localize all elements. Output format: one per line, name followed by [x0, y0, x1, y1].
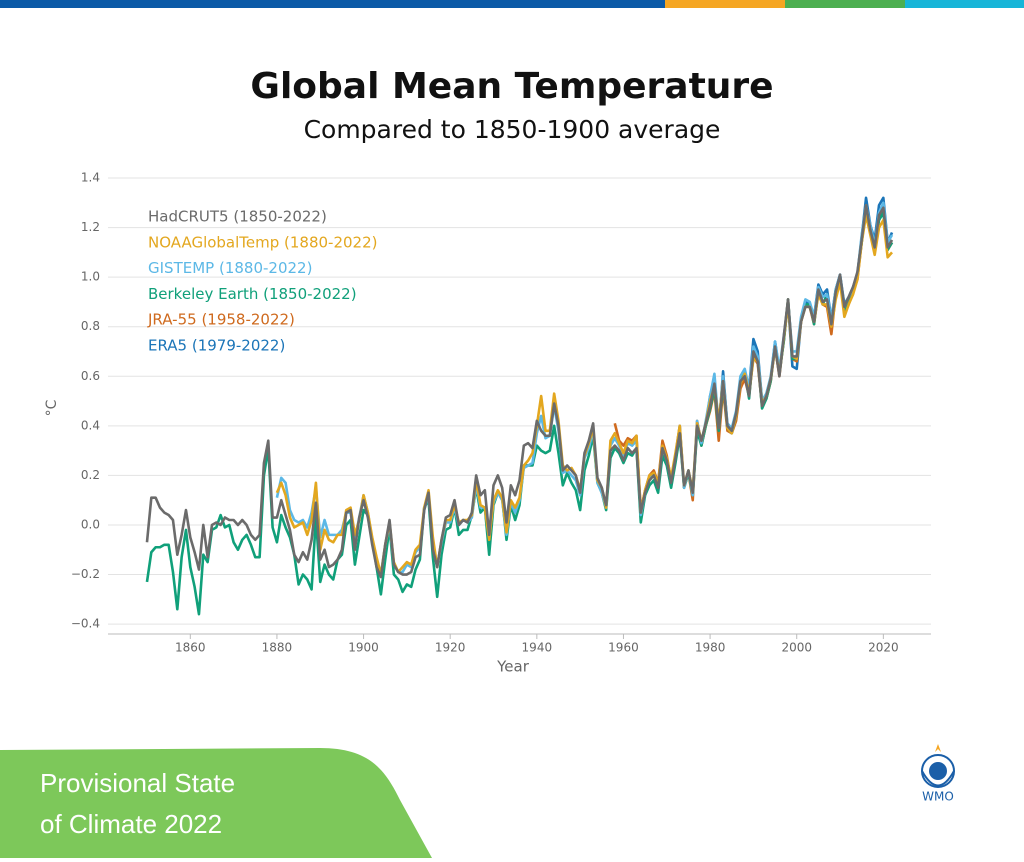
- footer-shape: [0, 748, 432, 858]
- x-axis-label: Year: [496, 658, 530, 676]
- x-tick-label: 2020: [868, 641, 899, 655]
- series-line: [145, 203, 894, 579]
- x-tick-label: 1960: [608, 641, 639, 655]
- top-bar: [665, 0, 785, 8]
- x-tick-label: 2000: [781, 641, 812, 655]
- legend-entry: Berkeley Earth (1850-2022): [148, 285, 357, 303]
- top-bar: [905, 0, 1024, 8]
- y-tick-label: 0.4: [81, 418, 100, 432]
- top-bar: [785, 0, 905, 8]
- y-tick-label: 0.8: [81, 319, 100, 333]
- y-tick-label: 1.2: [81, 220, 100, 234]
- wmo-logo: [921, 744, 955, 788]
- legend-entry: ERA5 (1979-2022): [148, 337, 285, 355]
- legend-entry: NOAAGlobalTemp (1880-2022): [148, 233, 378, 251]
- logo-text: WMO: [922, 790, 954, 804]
- y-tick-label: 0.0: [81, 517, 100, 531]
- chart-title: Global Mean Temperature: [250, 66, 773, 107]
- x-tick-label: 1900: [348, 641, 379, 655]
- footer-text: of Climate 2022: [40, 809, 222, 839]
- plot-area: −0.4 −0.2 0.0 0.2 0.4 0.6 0.8 1.0 1.2 1.4 1860 1880…: [71, 171, 931, 655]
- y-tick-label: 1.0: [81, 270, 100, 284]
- chart-subtitle: Compared to 1850-1900 average: [304, 115, 721, 144]
- legend-entry: HadCRUT5 (1850-2022): [148, 208, 327, 226]
- top-bar: [0, 0, 665, 8]
- legend-entry: JRA-55 (1958-2022): [147, 311, 295, 329]
- legend-entry: GISTEMP (1880-2022): [148, 259, 312, 277]
- y-tick-label: 0.6: [81, 369, 100, 383]
- x-tick-label: 1940: [522, 641, 553, 655]
- y-tick-label: 0.2: [81, 468, 100, 482]
- y-axis-label: °C: [44, 399, 60, 416]
- y-tick-label: −0.4: [71, 617, 100, 631]
- y-tick-label: 1.4: [81, 171, 100, 185]
- x-tick-label: 1980: [695, 641, 726, 655]
- y-tick-label: −0.2: [71, 567, 100, 581]
- x-tick-label: 1860: [175, 641, 206, 655]
- footer-text: Provisional State: [40, 768, 235, 798]
- x-tick-label: 1920: [435, 641, 466, 655]
- x-tick-label: 1880: [262, 641, 293, 655]
